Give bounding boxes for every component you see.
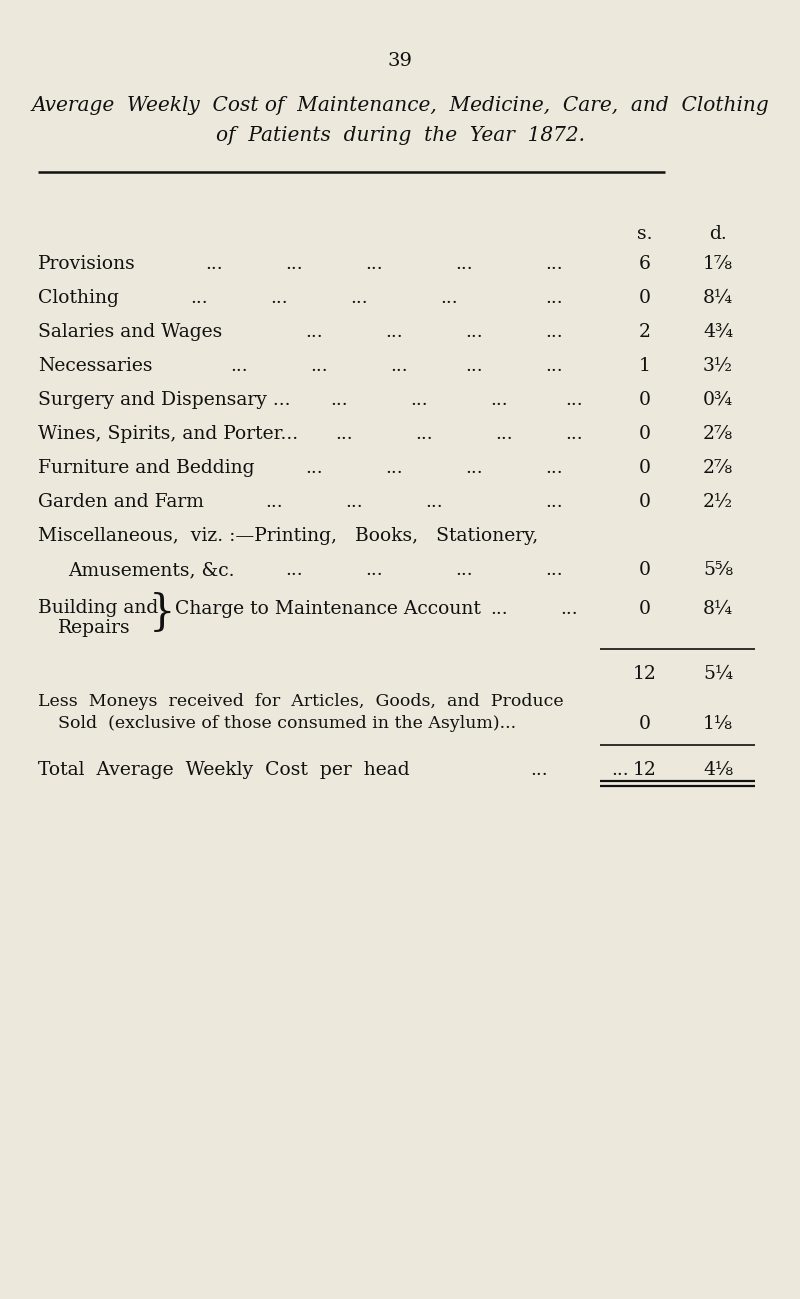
Text: ...: ... xyxy=(345,494,362,511)
Text: Building and: Building and xyxy=(38,599,158,617)
Text: ...: ... xyxy=(390,357,408,375)
Text: Surgery and Dispensary ...: Surgery and Dispensary ... xyxy=(38,391,290,409)
Text: ...: ... xyxy=(305,459,322,477)
Text: 0: 0 xyxy=(639,714,651,733)
Text: 0: 0 xyxy=(639,288,651,307)
Text: Necessaries: Necessaries xyxy=(38,357,153,375)
Text: ...: ... xyxy=(545,561,562,579)
Text: Miscellaneous,  viz. :—Printing,   Books,   Stationery,: Miscellaneous, viz. :—Printing, Books, S… xyxy=(38,527,538,546)
Text: 1: 1 xyxy=(639,357,651,375)
Text: 0: 0 xyxy=(639,600,651,618)
Text: Clothing: Clothing xyxy=(38,288,119,307)
Text: 2⅞: 2⅞ xyxy=(703,459,733,477)
Text: Less  Moneys  received  for  Articles,  Goods,  and  Produce: Less Moneys received for Articles, Goods… xyxy=(38,692,564,711)
Text: ...: ... xyxy=(490,600,508,618)
Text: Sold  (exclusive of those consumed in the Asylum)...: Sold (exclusive of those consumed in the… xyxy=(58,714,516,733)
Text: 0: 0 xyxy=(639,561,651,579)
Text: 0¾: 0¾ xyxy=(703,391,733,409)
Text: ...: ... xyxy=(545,323,562,342)
Text: 2½: 2½ xyxy=(703,494,733,511)
Text: ...: ... xyxy=(330,391,348,409)
Text: 2: 2 xyxy=(639,323,651,342)
Text: d.: d. xyxy=(709,225,727,243)
Text: ...: ... xyxy=(310,357,328,375)
Text: 8¼: 8¼ xyxy=(703,288,733,307)
Text: ...: ... xyxy=(440,288,458,307)
Text: Total  Average  Weekly  Cost  per  head: Total Average Weekly Cost per head xyxy=(38,761,410,779)
Text: 0: 0 xyxy=(639,494,651,511)
Text: 0: 0 xyxy=(639,425,651,443)
Text: 3½: 3½ xyxy=(703,357,733,375)
Text: }: } xyxy=(149,592,175,634)
Text: ...: ... xyxy=(455,255,473,273)
Text: ...: ... xyxy=(385,323,402,342)
Text: Wines, Spirits, and Porter...: Wines, Spirits, and Porter... xyxy=(38,425,298,443)
Text: 2⅞: 2⅞ xyxy=(703,425,733,443)
Text: 4⅛: 4⅛ xyxy=(703,761,733,779)
Text: ...: ... xyxy=(365,561,382,579)
Text: 4¾: 4¾ xyxy=(703,323,733,342)
Text: ...: ... xyxy=(565,391,582,409)
Text: ...: ... xyxy=(465,357,482,375)
Text: ...: ... xyxy=(465,323,482,342)
Text: Charge to Maintenance Account: Charge to Maintenance Account xyxy=(175,600,481,618)
Text: s.: s. xyxy=(638,225,653,243)
Text: ...: ... xyxy=(265,494,282,511)
Text: ...: ... xyxy=(545,255,562,273)
Text: ...: ... xyxy=(530,761,548,779)
Text: Salaries and Wages: Salaries and Wages xyxy=(38,323,222,342)
Text: ...: ... xyxy=(495,425,513,443)
Text: ...: ... xyxy=(410,391,428,409)
Text: ...: ... xyxy=(385,459,402,477)
Text: ...: ... xyxy=(465,459,482,477)
Text: 12: 12 xyxy=(633,665,657,683)
Text: Furniture and Bedding: Furniture and Bedding xyxy=(38,459,254,477)
Text: ...: ... xyxy=(285,561,302,579)
Text: ...: ... xyxy=(611,761,629,779)
Text: Amusements, &c.: Amusements, &c. xyxy=(68,561,234,579)
Text: Provisions: Provisions xyxy=(38,255,136,273)
Text: 1⅞: 1⅞ xyxy=(703,255,733,273)
Text: 12: 12 xyxy=(633,761,657,779)
Text: ...: ... xyxy=(565,425,582,443)
Text: ...: ... xyxy=(350,288,368,307)
Text: ...: ... xyxy=(545,494,562,511)
Text: Garden and Farm: Garden and Farm xyxy=(38,494,204,511)
Text: ...: ... xyxy=(490,391,508,409)
Text: ...: ... xyxy=(415,425,433,443)
Text: ...: ... xyxy=(545,288,562,307)
Text: 6: 6 xyxy=(639,255,651,273)
Text: ...: ... xyxy=(545,357,562,375)
Text: 0: 0 xyxy=(639,459,651,477)
Text: ...: ... xyxy=(335,425,353,443)
Text: ...: ... xyxy=(455,561,473,579)
Text: 0: 0 xyxy=(639,391,651,409)
Text: ...: ... xyxy=(305,323,322,342)
Text: ...: ... xyxy=(230,357,248,375)
Text: 1⅛: 1⅛ xyxy=(703,714,733,733)
Text: ...: ... xyxy=(560,600,578,618)
Text: ...: ... xyxy=(365,255,382,273)
Text: ...: ... xyxy=(190,288,208,307)
Text: ...: ... xyxy=(545,459,562,477)
Text: ...: ... xyxy=(270,288,288,307)
Text: ...: ... xyxy=(205,255,222,273)
Text: of  Patients  during  the  Year  1872.: of Patients during the Year 1872. xyxy=(215,126,585,145)
Text: Average  Weekly  Cost of  Maintenance,  Medicine,  Care,  and  Clothing: Average Weekly Cost of Maintenance, Medi… xyxy=(31,96,769,116)
Text: Repairs: Repairs xyxy=(58,620,130,637)
Text: 39: 39 xyxy=(387,52,413,70)
Text: ...: ... xyxy=(425,494,442,511)
Text: 5⅝: 5⅝ xyxy=(703,561,733,579)
Text: 5¼: 5¼ xyxy=(703,665,733,683)
Text: ...: ... xyxy=(285,255,302,273)
Text: 8¼: 8¼ xyxy=(703,600,733,618)
